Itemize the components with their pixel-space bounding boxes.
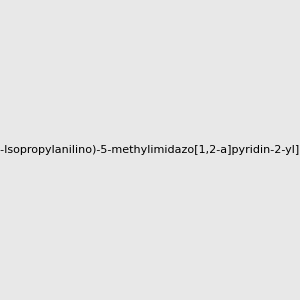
Text: 4-[3-(4-Isopropylanilino)-5-methylimidazo[1,2-a]pyridin-2-yl]phenol: 4-[3-(4-Isopropylanilino)-5-methylimidaz… bbox=[0, 145, 300, 155]
